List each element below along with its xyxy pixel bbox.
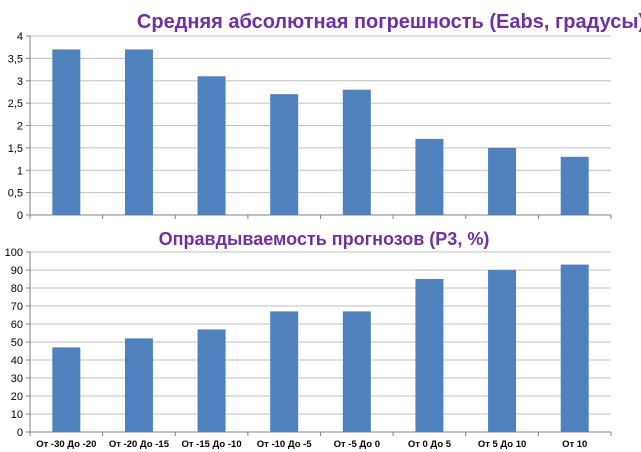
- chart1-ytick-label: 0: [17, 427, 23, 439]
- chart1-bar: [270, 311, 299, 432]
- chart1-xtick-label: От -20 До -15: [109, 439, 170, 450]
- chart1-xtick-label: От 5 До 10: [478, 439, 527, 450]
- chart0-title: Средняя абсолютная погрешность (Eabs, гр…: [137, 11, 641, 33]
- chart0-ytick-label: 1: [17, 165, 23, 177]
- chart0-bar: [124, 49, 153, 215]
- chart1-ytick-label: 20: [11, 391, 23, 403]
- chart0-ytick-label: 3,5: [8, 53, 23, 65]
- chart1-title: Оправдываемость прогнозов (Р3, %): [159, 229, 490, 249]
- chart0-ytick-label: 3: [17, 76, 23, 88]
- chart0-bar: [415, 138, 444, 215]
- chart1-ytick-label: 30: [11, 373, 23, 385]
- chart0-ytick-label: 0,5: [8, 188, 23, 200]
- chart1-ytick-label: 40: [11, 355, 23, 367]
- chart0-bar: [342, 89, 371, 215]
- chart1-bar: [560, 264, 589, 432]
- chart0-bar: [197, 76, 226, 216]
- chart1-ytick-label: 70: [11, 301, 23, 313]
- chart0-ytick-label: 4: [17, 31, 23, 43]
- chart1-xtick-label: От 0 До 5: [408, 439, 452, 450]
- chart0-ytick-label: 2: [17, 121, 23, 133]
- chart1-bar: [415, 279, 444, 432]
- chart0-bar: [52, 49, 81, 215]
- chart1-bar: [342, 311, 371, 432]
- chart1-xtick-label: От -30 До -20: [36, 439, 96, 450]
- chart1-ytick-label: 50: [11, 337, 23, 349]
- chart1-bar: [488, 270, 517, 432]
- chart1-bar: [197, 329, 226, 432]
- chart0-ytick-label: 2,5: [8, 98, 23, 110]
- chart0-ytick-label: 1,5: [8, 143, 23, 155]
- chart0-bar: [560, 156, 589, 215]
- chart1-xtick-label: От -15 До -10: [182, 439, 242, 450]
- chart1-ytick-label: 60: [11, 319, 23, 331]
- chart1-bar: [52, 347, 81, 432]
- chart1-ytick-label: 80: [11, 283, 23, 295]
- chart0-bar: [488, 147, 517, 215]
- chart1-xtick-label: От 10: [562, 439, 587, 450]
- chart0-bar: [270, 94, 299, 215]
- chart1-xtick-label: От -10 До -5: [257, 439, 313, 450]
- chart1-ytick-label: 100: [5, 247, 23, 259]
- chart1-ytick-label: 90: [11, 265, 23, 277]
- chart1-ytick-label: 10: [11, 409, 23, 421]
- chart0-ytick-label: 0: [17, 210, 23, 222]
- chart1-xtick-label: От -5 До 0: [334, 439, 380, 450]
- chart1-bar: [124, 338, 153, 432]
